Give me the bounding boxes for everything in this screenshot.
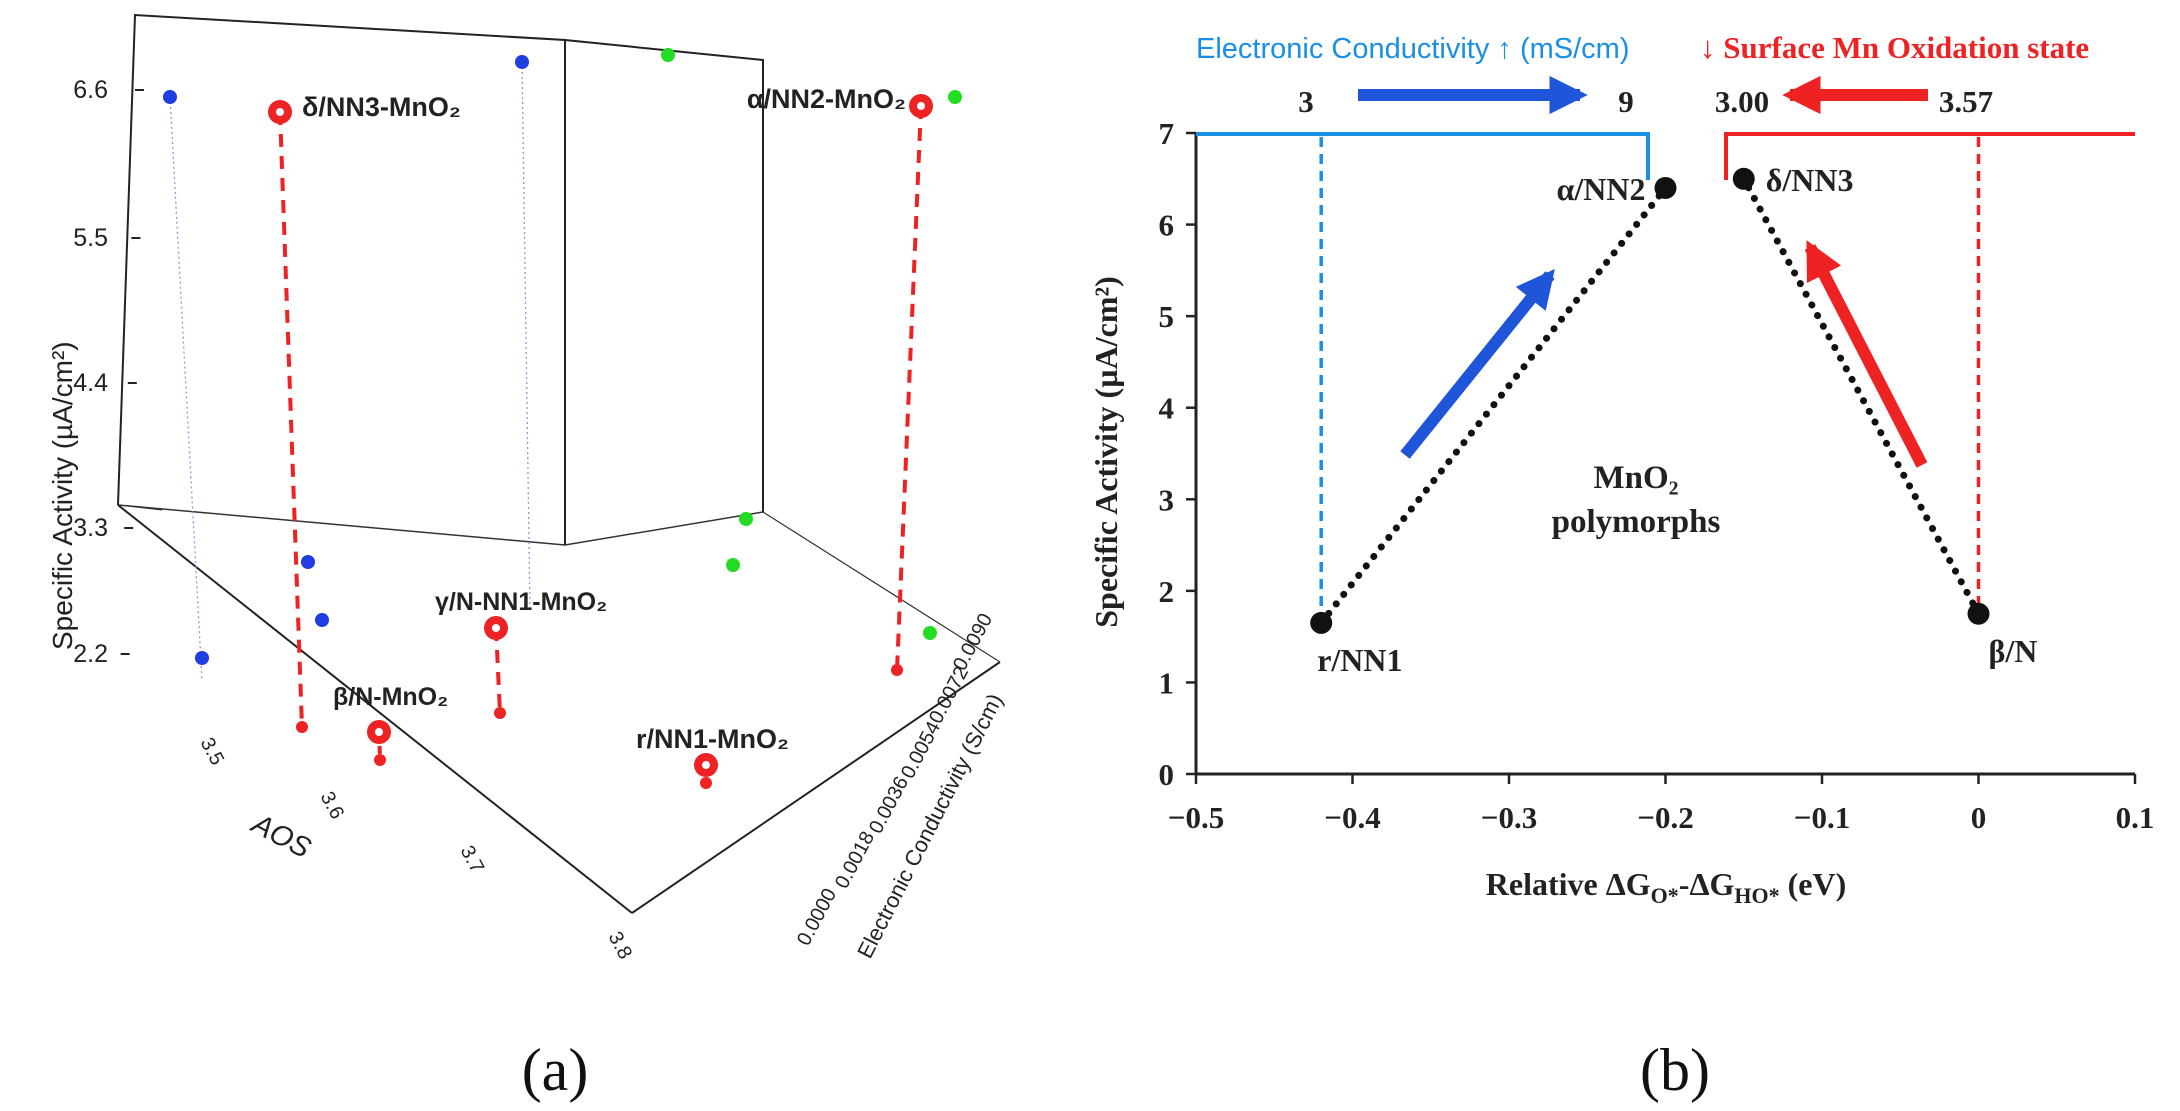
aos-tick-label: 3.8 xyxy=(604,928,636,963)
data-point-r: r/NN1-MnO₂ xyxy=(636,724,789,789)
oxidation-from-value: 3.57 xyxy=(1939,84,1993,119)
panel-a-back-wall-left xyxy=(117,13,566,545)
blue-projection-point xyxy=(163,90,177,104)
oxidation-trend-arrow xyxy=(1804,240,1928,468)
data-point xyxy=(1310,611,1333,634)
oxidation-to-value: 3.00 xyxy=(1715,84,1769,119)
blue-projection-line xyxy=(521,61,531,611)
blue-projection-line xyxy=(169,96,203,681)
data-point xyxy=(1654,176,1677,199)
z-axis-label: Specific Activity (µA/cm²) xyxy=(47,341,78,650)
x-tick-label: −0.4 xyxy=(1324,800,1380,835)
center-label-line1: MnO₂ xyxy=(1593,460,1678,496)
blue-projection-point xyxy=(515,55,529,69)
conductivity-tick-label: 0.0090 xyxy=(949,610,997,674)
x-axis-label: Relative ΔGO*-ΔGHO* (eV) xyxy=(1486,866,1847,908)
green-projection-point xyxy=(661,48,675,62)
green-projection-point xyxy=(739,512,753,526)
y-axis-label: Specific Activity (µA/cm²) xyxy=(1088,276,1124,627)
dotted-trend-line xyxy=(1317,184,1669,627)
z-tick-label: 4.4 xyxy=(73,369,108,397)
panel-a-back-wall-right xyxy=(564,39,764,512)
x-tick-label: −0.2 xyxy=(1637,800,1693,835)
x-tick-label: 0 xyxy=(1971,800,1987,835)
panel-a-floor-right-edge xyxy=(762,511,1001,663)
data-point xyxy=(1967,602,1990,625)
z-tick-label: 5.5 xyxy=(73,224,108,252)
point-label: α/NN2-MnO₂ xyxy=(747,84,906,114)
panel-b-label: (b) xyxy=(1640,1037,1710,1103)
x-tick-label: −0.3 xyxy=(1481,800,1537,835)
z-axis-ticks: 6.6 5.5 4.4 3.3 2.2 xyxy=(73,76,144,668)
aos-tick-label: 3.7 xyxy=(456,842,488,877)
conductivity-tick-label: 0.0000 xyxy=(793,885,841,949)
point-label: δ/NN3-MnO₂ xyxy=(302,92,461,122)
data-point-delta: δ/NN3-MnO₂ xyxy=(268,92,461,733)
conductivity-from-value: 3 xyxy=(1298,84,1314,119)
blue-projection-point xyxy=(195,651,209,665)
conductivity-bracket xyxy=(1196,132,1650,180)
point-label: δ/NN3 xyxy=(1766,162,1854,198)
panel-b-ticks: −0.5 −0.4 −0.3 −0.2 −0.1 0 0.1 0 1 2 3 4 5 6 7 xyxy=(1159,116,2155,835)
blue-projection-point xyxy=(315,613,329,627)
y-tick-label: 3 xyxy=(1159,482,1175,517)
y-tick-label: 7 xyxy=(1159,116,1175,151)
green-projection-point xyxy=(923,626,937,640)
panel-a-floor-top-edge xyxy=(117,504,163,511)
dotted-trend-line xyxy=(1740,175,1982,618)
point-label: r/NN1 xyxy=(1317,642,1402,678)
conductivity-tick-label: 0.0036 xyxy=(865,773,913,837)
y-tick-label: 1 xyxy=(1159,665,1175,700)
green-projection-point xyxy=(726,558,740,572)
x-tick-label: −0.1 xyxy=(1794,800,1850,835)
panel-a-floor-edges xyxy=(117,504,764,546)
data-point-gamma: γ/N-NN1-MnO₂ xyxy=(435,588,607,719)
y-tick-label: 0 xyxy=(1159,757,1175,792)
panel-b: −0.5 −0.4 −0.3 −0.2 −0.1 0 0.1 0 1 2 3 4 5 6 7 r/NN1 α/… xyxy=(1088,30,2154,1103)
point-label: r/NN1-MnO₂ xyxy=(636,724,789,754)
blue-projection-point xyxy=(301,555,315,569)
x-tick-label: 0.1 xyxy=(2116,800,2155,835)
y-tick-label: 2 xyxy=(1159,574,1175,609)
oxidation-title: ↓ Surface Mn Oxidation state xyxy=(1700,30,2089,65)
conductivity-trend-arrow xyxy=(1400,269,1555,459)
center-label-line2: polymorphs xyxy=(1552,504,1721,540)
y-tick-label: 6 xyxy=(1159,208,1175,243)
aos-tick-label: 3.5 xyxy=(196,734,228,769)
data-point-alpha: α/NN2-MnO₂ xyxy=(747,84,933,676)
point-label: γ/N-NN1-MnO₂ xyxy=(435,588,607,616)
data-point xyxy=(1732,167,1755,190)
x-tick-label: −0.5 xyxy=(1168,800,1224,835)
aos-axis-line xyxy=(117,504,633,914)
y-tick-label: 5 xyxy=(1159,299,1175,334)
conductivity-axis-line xyxy=(631,661,1001,914)
conductivity-title: Electronic Conductivity ↑ (mS/cm) xyxy=(1196,33,1630,65)
point-label: β/N-MnO₂ xyxy=(333,683,448,711)
panel-a: 6.6 5.5 4.4 3.3 2.2 3.5 3.6 3.7 3.8 0.00000.001… xyxy=(47,13,1008,1103)
panel-b-points: r/NN1 α/NN2 δ/NN3 β/N xyxy=(1310,162,2037,678)
aos-axis-label: AOS xyxy=(245,807,316,865)
point-label: α/NN2 xyxy=(1557,171,1646,207)
y-tick-label: 4 xyxy=(1159,391,1175,426)
z-tick-label: 6.6 xyxy=(73,76,108,104)
z-tick-label: 2.2 xyxy=(73,640,108,668)
point-label: β/N xyxy=(1989,633,2038,669)
green-projection-point xyxy=(948,90,962,104)
conductivity-to-value: 9 xyxy=(1618,84,1634,119)
oxidation-bracket xyxy=(1724,132,2135,180)
panel-a-label: (a) xyxy=(522,1037,589,1103)
aos-tick-label: 3.6 xyxy=(316,788,348,823)
panel-b-dotted-links xyxy=(1317,175,1982,627)
aos-axis-ticks: 3.5 3.6 3.7 3.8 xyxy=(196,734,636,963)
conductivity-tick-label: 0.0018 xyxy=(831,828,879,892)
z-tick-label: 3.3 xyxy=(73,514,108,542)
data-point-beta: β/N-MnO₂ xyxy=(333,683,448,766)
